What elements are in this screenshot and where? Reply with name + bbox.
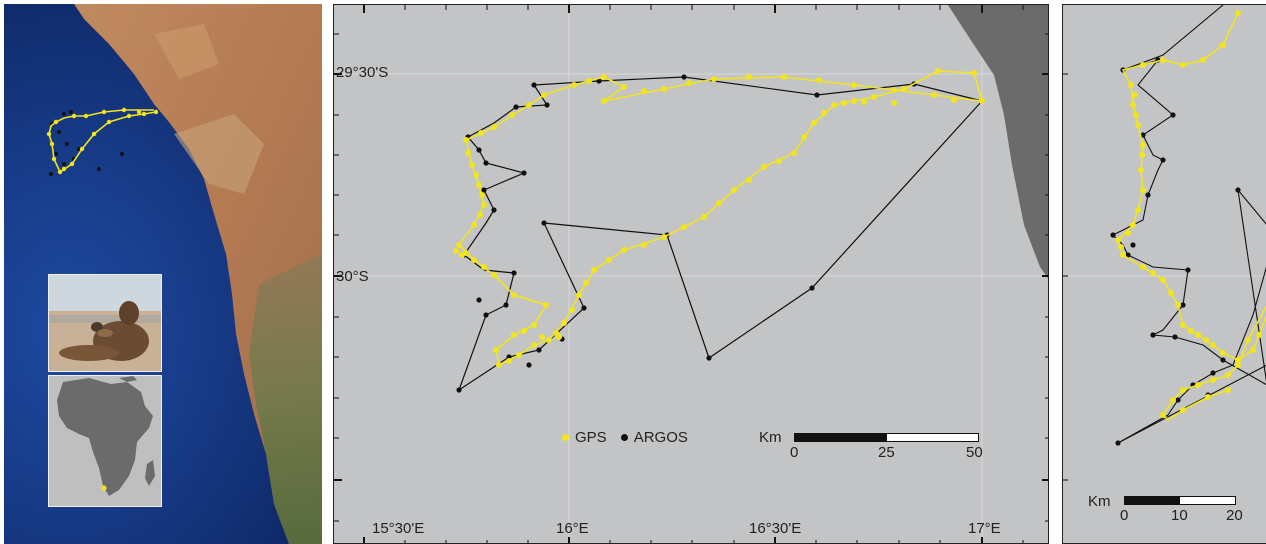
seal-photo-inset xyxy=(48,274,162,372)
zoomed-scale-bar-filled-segment xyxy=(1125,497,1180,504)
argos-legend-swatch xyxy=(620,433,628,441)
gps-track-line xyxy=(457,70,983,367)
study-site-marker xyxy=(101,485,107,491)
track-legend: GPS ARGOS xyxy=(562,428,688,446)
scale-bar-filled-segment xyxy=(795,434,887,441)
fur-seal-photo xyxy=(49,275,161,371)
zoomed-gps-track-line xyxy=(1117,12,1266,422)
satellite-tracks xyxy=(46,107,159,176)
lon-label-16: 16°E xyxy=(556,520,589,537)
africa-locator-inset xyxy=(48,375,162,507)
scale-unit-label: Km xyxy=(759,429,782,446)
zoomed-scale-tick-0: 0 xyxy=(1120,507,1129,524)
coastline-land xyxy=(948,5,1048,279)
zoomed-scale-bar xyxy=(1124,496,1236,505)
satellite-image xyxy=(74,4,322,544)
argos-legend-label: ARGOS xyxy=(633,428,688,446)
zoomed-argos-track-line xyxy=(1112,5,1266,444)
scale-tick-25: 25 xyxy=(878,444,895,461)
lat-label-30: 30°S xyxy=(336,268,369,285)
zoomed-scale-unit-label: Km xyxy=(1088,493,1111,510)
zoomed-scale-tick-20: 20 xyxy=(1226,507,1243,524)
gps-legend-swatch xyxy=(562,433,569,441)
zoomed-track-map: Km 0 10 20 xyxy=(1062,4,1266,544)
main-track-map: 29°30'S 30°S 15°30'E 16°E 16°30'E 17°E G… xyxy=(333,4,1049,544)
africa-outline-map xyxy=(57,376,155,496)
zoomed-argos-fixes xyxy=(1110,57,1241,446)
scale-tick-50: 50 xyxy=(966,444,983,461)
lon-label-17: 17°E xyxy=(968,520,1001,537)
gps-legend-label: GPS xyxy=(575,428,607,446)
zoomed-map-canvas xyxy=(1063,5,1266,481)
gps-fixes xyxy=(453,68,985,368)
lon-label-15-30: 15°30'E xyxy=(372,520,425,537)
scale-bar xyxy=(794,433,979,442)
main-map-canvas xyxy=(334,5,1048,543)
satellite-map-panel xyxy=(4,4,322,544)
lon-label-16-30: 16°30'E xyxy=(749,520,802,537)
zoomed-scale-tick-10: 10 xyxy=(1171,507,1188,524)
lat-label-29-30: 29°30'S xyxy=(336,64,389,81)
scale-tick-0: 0 xyxy=(790,444,799,461)
zoomed-gps-fixes xyxy=(1115,10,1262,418)
